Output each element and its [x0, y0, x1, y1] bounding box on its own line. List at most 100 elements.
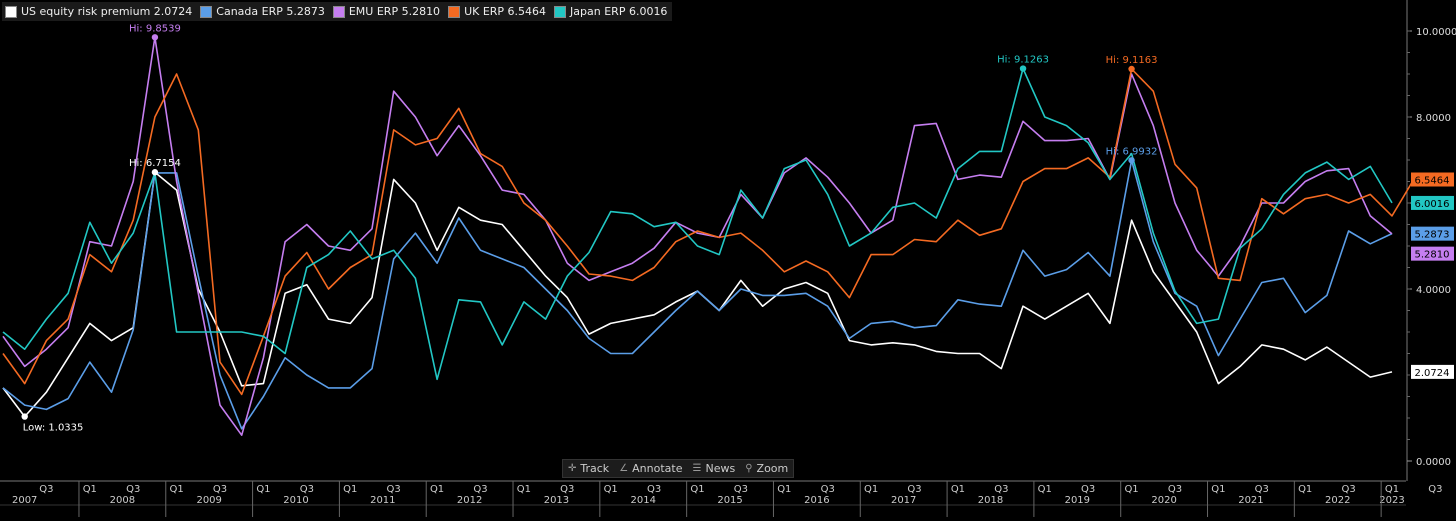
annotate-button[interactable]: ∠ Annotate [614, 460, 687, 477]
x-quarter-label: Q1 [777, 484, 791, 495]
x-quarter-label: Q1 [1124, 484, 1138, 495]
x-quarter-label: Q1 [690, 484, 704, 495]
x-year-label: 2013 [544, 495, 569, 506]
x-quarter-label: Q3 [821, 484, 835, 495]
annotation-label: Low: 1.0335 [23, 423, 84, 434]
series-line-uk-erp[interactable] [2, 68, 1415, 396]
legend-item[interactable]: EMU ERP 5.2810 [330, 2, 445, 21]
x-year-label: 2015 [717, 495, 742, 506]
legend-swatch [332, 5, 345, 18]
x-quarter-label: Q3 [560, 484, 574, 495]
series-line-canada-erp[interactable] [2, 159, 1393, 430]
x-quarter-label: Q1 [170, 484, 184, 495]
legend-item[interactable]: Japan ERP 6.0016 [551, 2, 672, 21]
x-quarter-label: Q1 [430, 484, 444, 495]
annotation-label: Hi: 6.9932 [1106, 146, 1158, 157]
annotate-label: Annotate [632, 462, 683, 475]
legend-label: US equity risk premium 2.0724 [21, 5, 193, 18]
last-value-label: 6.0016 [1415, 199, 1450, 210]
x-year-label: 2010 [283, 495, 308, 506]
x-quarter-label: Q1 [1385, 484, 1399, 495]
x-year-label: 2009 [196, 495, 221, 506]
x-quarter-label: Q3 [1255, 484, 1269, 495]
annotation-marker [1128, 157, 1135, 164]
track-label: Track [580, 462, 610, 475]
annotation-marker [21, 413, 28, 420]
x-year-label: 2016 [804, 495, 829, 506]
chart-toolbar: ✛ Track ∠ Annotate ☰ News ⚲ Zoom [562, 459, 795, 478]
annotation-label: Hi: 9.1163 [1106, 55, 1158, 66]
series-line-us-equity-risk-premium[interactable] [2, 171, 1393, 418]
x-quarter-label: Q1 [1211, 484, 1225, 495]
x-year-label: 2022 [1325, 495, 1350, 506]
x-quarter-label: Q3 [647, 484, 661, 495]
x-year-label: 2019 [1065, 495, 1090, 506]
x-year-label: 2007 [12, 495, 37, 506]
annotation-marker [1019, 65, 1027, 72]
x-quarter-label: Q1 [256, 484, 270, 495]
x-quarter-label: Q1 [517, 484, 531, 495]
last-value-tag [1411, 195, 1454, 210]
zoom-button[interactable]: ⚲ Zoom [740, 460, 793, 477]
x-quarter-label: Q1 [864, 484, 878, 495]
annotation-marker [1128, 65, 1135, 73]
x-quarter-label: Q3 [300, 484, 314, 495]
last-value-label: 5.2873 [1415, 230, 1450, 241]
x-year-label: 2021 [1238, 495, 1263, 506]
last-value-label: 5.2810 [1415, 250, 1450, 261]
legend-label: EMU ERP 5.2810 [348, 5, 441, 18]
pencil-icon: ∠ [619, 463, 629, 474]
x-quarter-label: Q1 [343, 484, 357, 495]
x-quarter-label: Q1 [83, 484, 97, 495]
x-quarter-label: Q3 [213, 484, 227, 495]
x-quarter-label: Q1 [951, 484, 965, 495]
x-year-label: 2008 [110, 495, 135, 506]
annotation-label: Hi: 9.8539 [129, 23, 181, 34]
annotation-marker [151, 169, 159, 176]
x-quarter-label: Q3 [907, 484, 921, 495]
legend-swatch [5, 5, 17, 18]
x-quarter-label: Q3 [1428, 484, 1442, 495]
x-quarter-label: Q3 [39, 484, 53, 495]
last-value-tag [1411, 172, 1454, 187]
x-year-label: 2017 [891, 495, 916, 506]
series-line-emu-erp[interactable] [2, 36, 1393, 437]
chart-legend: US equity risk premium 2.0724 Canada ERP … [2, 2, 673, 21]
y-tick-label: 4.0000 [1416, 285, 1451, 296]
crosshair-icon: ✛ [568, 463, 577, 474]
track-button[interactable]: ✛ Track [563, 460, 614, 477]
legend-label: Japan ERP 6.0016 [570, 5, 668, 18]
legend-swatch [448, 5, 461, 18]
x-year-label: 2018 [978, 495, 1003, 506]
magnifier-icon: ⚲ [745, 463, 753, 474]
last-value-tag [1411, 364, 1454, 379]
x-year-label: 2012 [457, 495, 482, 506]
x-year-label: 2014 [631, 495, 656, 506]
x-quarter-label: Q3 [387, 484, 401, 495]
legend-item[interactable]: Canada ERP 5.2873 [197, 2, 330, 21]
y-tick-label: 0.0000 [1416, 457, 1451, 468]
legend-item[interactable]: UK ERP 6.5464 [445, 2, 551, 21]
x-quarter-label: Q3 [473, 484, 487, 495]
x-year-label: 2011 [370, 495, 395, 506]
x-year-label: 2023 [1379, 495, 1404, 506]
y-tick-label: 10.0000 [1416, 27, 1456, 38]
series-line-japan-erp[interactable] [2, 67, 1393, 381]
zoom-label: Zoom [756, 462, 789, 475]
annotation-label: Hi: 9.1263 [997, 55, 1049, 66]
x-quarter-label: Q3 [1341, 484, 1355, 495]
x-quarter-label: Q1 [1298, 484, 1312, 495]
legend-swatch [200, 5, 213, 18]
news-button[interactable]: ☰ News [688, 460, 741, 477]
legend-swatch [554, 5, 567, 18]
legend-item[interactable]: US equity risk premium 2.0724 [2, 2, 197, 21]
y-tick-label: 8.0000 [1416, 113, 1451, 124]
legend-label: UK ERP 6.5464 [464, 5, 547, 18]
x-quarter-label: Q3 [1168, 484, 1182, 495]
legend-label: Canada ERP 5.2873 [216, 5, 325, 18]
last-value-label: 6.5464 [1415, 176, 1450, 187]
x-quarter-label: Q3 [1081, 484, 1095, 495]
x-year-label: 2020 [1151, 495, 1176, 506]
